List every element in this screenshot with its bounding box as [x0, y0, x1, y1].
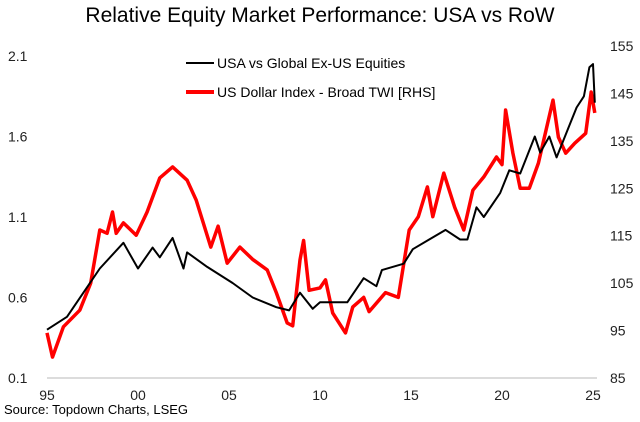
y-right-tick-label: 125	[610, 180, 634, 196]
x-tick-label: 25	[585, 387, 601, 403]
y-left-tick-label: 2.1	[8, 48, 28, 64]
x-tick-label: 05	[221, 387, 237, 403]
y-right-tick-label: 135	[610, 133, 634, 149]
x-tick-label: 20	[494, 387, 510, 403]
y-right-tick-label: 115	[610, 228, 633, 244]
source-note: Source: Topdown Charts, LSEG	[4, 402, 188, 417]
y-right-tick-label: 85	[610, 370, 626, 386]
chart-title: Relative Equity Market Performance: USA …	[85, 4, 554, 27]
series-line-usd-index	[45, 90, 597, 359]
legend-label-usa-vs-row: USA vs Global Ex-US Equities	[217, 55, 405, 71]
y-left-tick-label: 1.1	[8, 209, 28, 225]
x-axis: 95 00 05 10 15 20 25	[39, 387, 601, 403]
series-line-usa-vs-row	[46, 63, 596, 331]
legend: USA vs Global Ex-US Equities US Dollar I…	[186, 55, 435, 100]
y-axis-left: 0.1 0.6 1.1 1.6 2.1	[8, 48, 28, 386]
y-axis-right: 85 95 105 115 125 135 145 155	[610, 38, 634, 386]
series-lines	[45, 63, 597, 359]
x-tick-label: 15	[403, 387, 419, 403]
y-right-tick-label: 95	[610, 323, 626, 339]
y-left-tick-label: 1.6	[8, 129, 28, 145]
x-tick-label: 95	[39, 387, 55, 403]
y-right-tick-label: 145	[610, 85, 634, 101]
y-left-tick-label: 0.1	[8, 370, 28, 386]
x-tick-label: 00	[130, 387, 146, 403]
x-tick-label: 10	[312, 387, 328, 403]
legend-label-usd-index: US Dollar Index - Broad TWI [RHS]	[217, 84, 435, 100]
y-left-tick-label: 0.6	[8, 290, 28, 306]
y-right-tick-label: 105	[610, 275, 634, 291]
y-right-tick-label: 155	[610, 38, 634, 54]
